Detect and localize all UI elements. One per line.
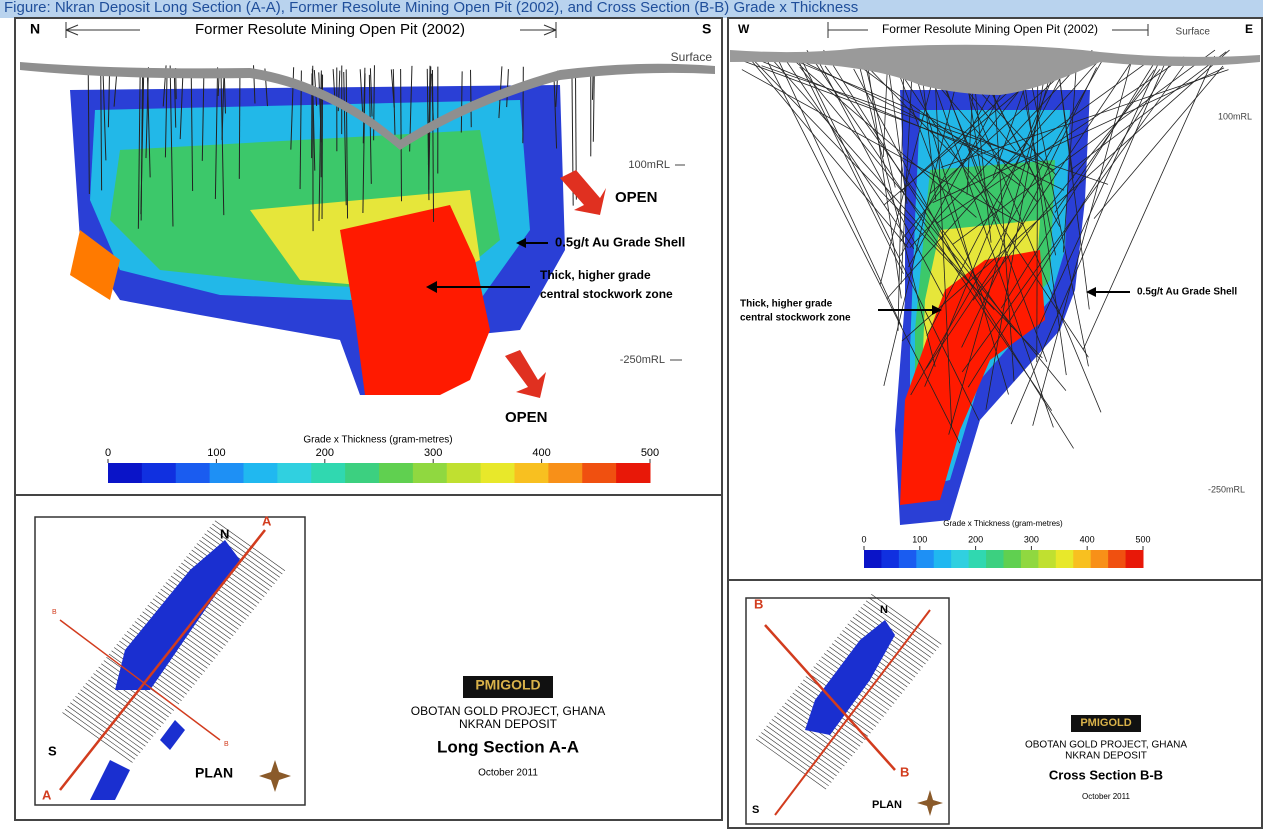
scale-swatch	[548, 463, 582, 483]
scale-tick-label: 0	[861, 534, 866, 544]
scale-tick-label: 300	[424, 447, 442, 459]
scale-swatch	[481, 463, 515, 483]
map-frame	[35, 517, 305, 805]
scale-title: Grade x Thickness (gram-metres)	[303, 435, 452, 446]
open-label: OPEN	[505, 409, 548, 426]
scale-swatch	[277, 463, 311, 483]
deposit: NKRAN DEPOSIT	[459, 717, 558, 731]
direction-label: W	[738, 22, 750, 36]
scale-swatch	[616, 463, 650, 483]
scale-swatch	[1038, 550, 1056, 568]
scale-swatch	[311, 463, 345, 483]
scale-tick-label: 400	[532, 447, 550, 459]
scale-swatch	[142, 463, 176, 483]
map-label: N	[220, 526, 229, 541]
rl-label: -250mRL	[620, 354, 665, 366]
scale-swatch	[1021, 550, 1039, 568]
map-label: B	[52, 609, 57, 616]
scale-tick-label: 0	[105, 447, 111, 459]
scale-swatch	[447, 463, 481, 483]
project: OBOTAN GOLD PROJECT, GHANA	[1025, 740, 1187, 751]
pit-label: Former Resolute Mining Open Pit (2002)	[882, 22, 1098, 36]
scale-title: Grade x Thickness (gram-metres)	[943, 519, 1063, 528]
scale-swatch	[582, 463, 616, 483]
map-label: B	[754, 596, 763, 611]
direction-label: S	[702, 21, 711, 37]
map-label: N	[880, 604, 888, 616]
deposit: NKRAN DEPOSIT	[1065, 751, 1147, 762]
date: October 2011	[478, 768, 538, 779]
direction-label: N	[30, 21, 40, 37]
scale-swatch	[515, 463, 549, 483]
surface-label: Surface	[671, 50, 713, 64]
scale-tick-label: 100	[912, 534, 927, 544]
map-label: B	[900, 764, 909, 779]
annotation: central stockwork zone	[740, 313, 851, 324]
scale-swatch	[379, 463, 413, 483]
plan-map: N S B B PLAN	[746, 594, 949, 824]
annotation: 0.5g/t Au Grade Shell	[1137, 287, 1237, 298]
logo: PMIGOLD	[475, 677, 540, 693]
scale-swatch	[176, 463, 210, 483]
pit-label: Former Resolute Mining Open Pit (2002)	[195, 21, 465, 38]
project: OBOTAN GOLD PROJECT, GHANA	[411, 704, 605, 718]
map-label: A	[42, 787, 52, 802]
caption: Figure: Nkran Deposit Long Section (A-A)…	[4, 0, 858, 16]
scale-tick-label: 500	[1135, 534, 1150, 544]
annotation: Thick, higher grade	[740, 299, 833, 310]
map-label: S	[752, 804, 759, 816]
scale-swatch	[244, 463, 278, 483]
logo: PMIGOLD	[1080, 717, 1131, 729]
section-title: Long Section A-A	[437, 737, 579, 756]
scale-swatch	[899, 550, 917, 568]
scale-swatch	[864, 550, 882, 568]
scale-tick-label: 400	[1080, 534, 1095, 544]
annotation: central stockwork zone	[540, 287, 673, 301]
scale-swatch	[345, 463, 379, 483]
rl-label: 100mRL	[1218, 111, 1252, 121]
cross-section: W E Former Resolute Mining Open Pit (200…	[728, 18, 1262, 580]
scale-swatch	[413, 463, 447, 483]
scale-swatch	[969, 550, 987, 568]
map-label: S	[48, 743, 57, 758]
scale-tick-label: 200	[316, 447, 334, 459]
rl-label: -250mRL	[1208, 484, 1245, 494]
scale-tick-label: 300	[1024, 534, 1039, 544]
scale-swatch	[986, 550, 1004, 568]
scale-tick-label: 100	[207, 447, 225, 459]
annotation: Thick, higher grade	[540, 268, 651, 282]
annotation: 0.5g/t Au Grade Shell	[555, 234, 685, 249]
plan-map: N S A A B B PLAN	[35, 513, 305, 805]
date: October 2011	[1082, 792, 1130, 801]
scale-swatch	[1126, 550, 1144, 568]
map-label: PLAN	[195, 765, 233, 781]
long-section: N S Former Resolute Mining Open Pit (200…	[15, 18, 722, 495]
scale-swatch	[1091, 550, 1109, 568]
scale-swatch	[916, 550, 934, 568]
scale-swatch	[1108, 550, 1126, 568]
scale-swatch	[934, 550, 952, 568]
map-label: B	[224, 741, 229, 748]
direction-label: E	[1245, 22, 1253, 36]
surface-label: Surface	[1176, 27, 1211, 38]
rl-label: 100mRL	[628, 159, 670, 171]
section-title: Cross Section B-B	[1049, 767, 1163, 782]
scale-swatch	[108, 463, 142, 483]
map-frame	[746, 598, 949, 824]
scale-tick-label: 200	[968, 534, 983, 544]
map-label: PLAN	[872, 799, 902, 811]
scale-swatch	[881, 550, 899, 568]
figure: Figure: Nkran Deposit Long Section (A-A)…	[0, 0, 1263, 829]
scale-tick-label: 500	[641, 447, 659, 459]
scale-swatch	[951, 550, 969, 568]
drill-hole	[239, 74, 240, 179]
scale-swatch	[1056, 550, 1074, 568]
scale-swatch	[210, 463, 244, 483]
scale-swatch	[1004, 550, 1022, 568]
scale-swatch	[1073, 550, 1091, 568]
map-label: A	[262, 513, 272, 528]
open-label: OPEN	[615, 189, 658, 206]
